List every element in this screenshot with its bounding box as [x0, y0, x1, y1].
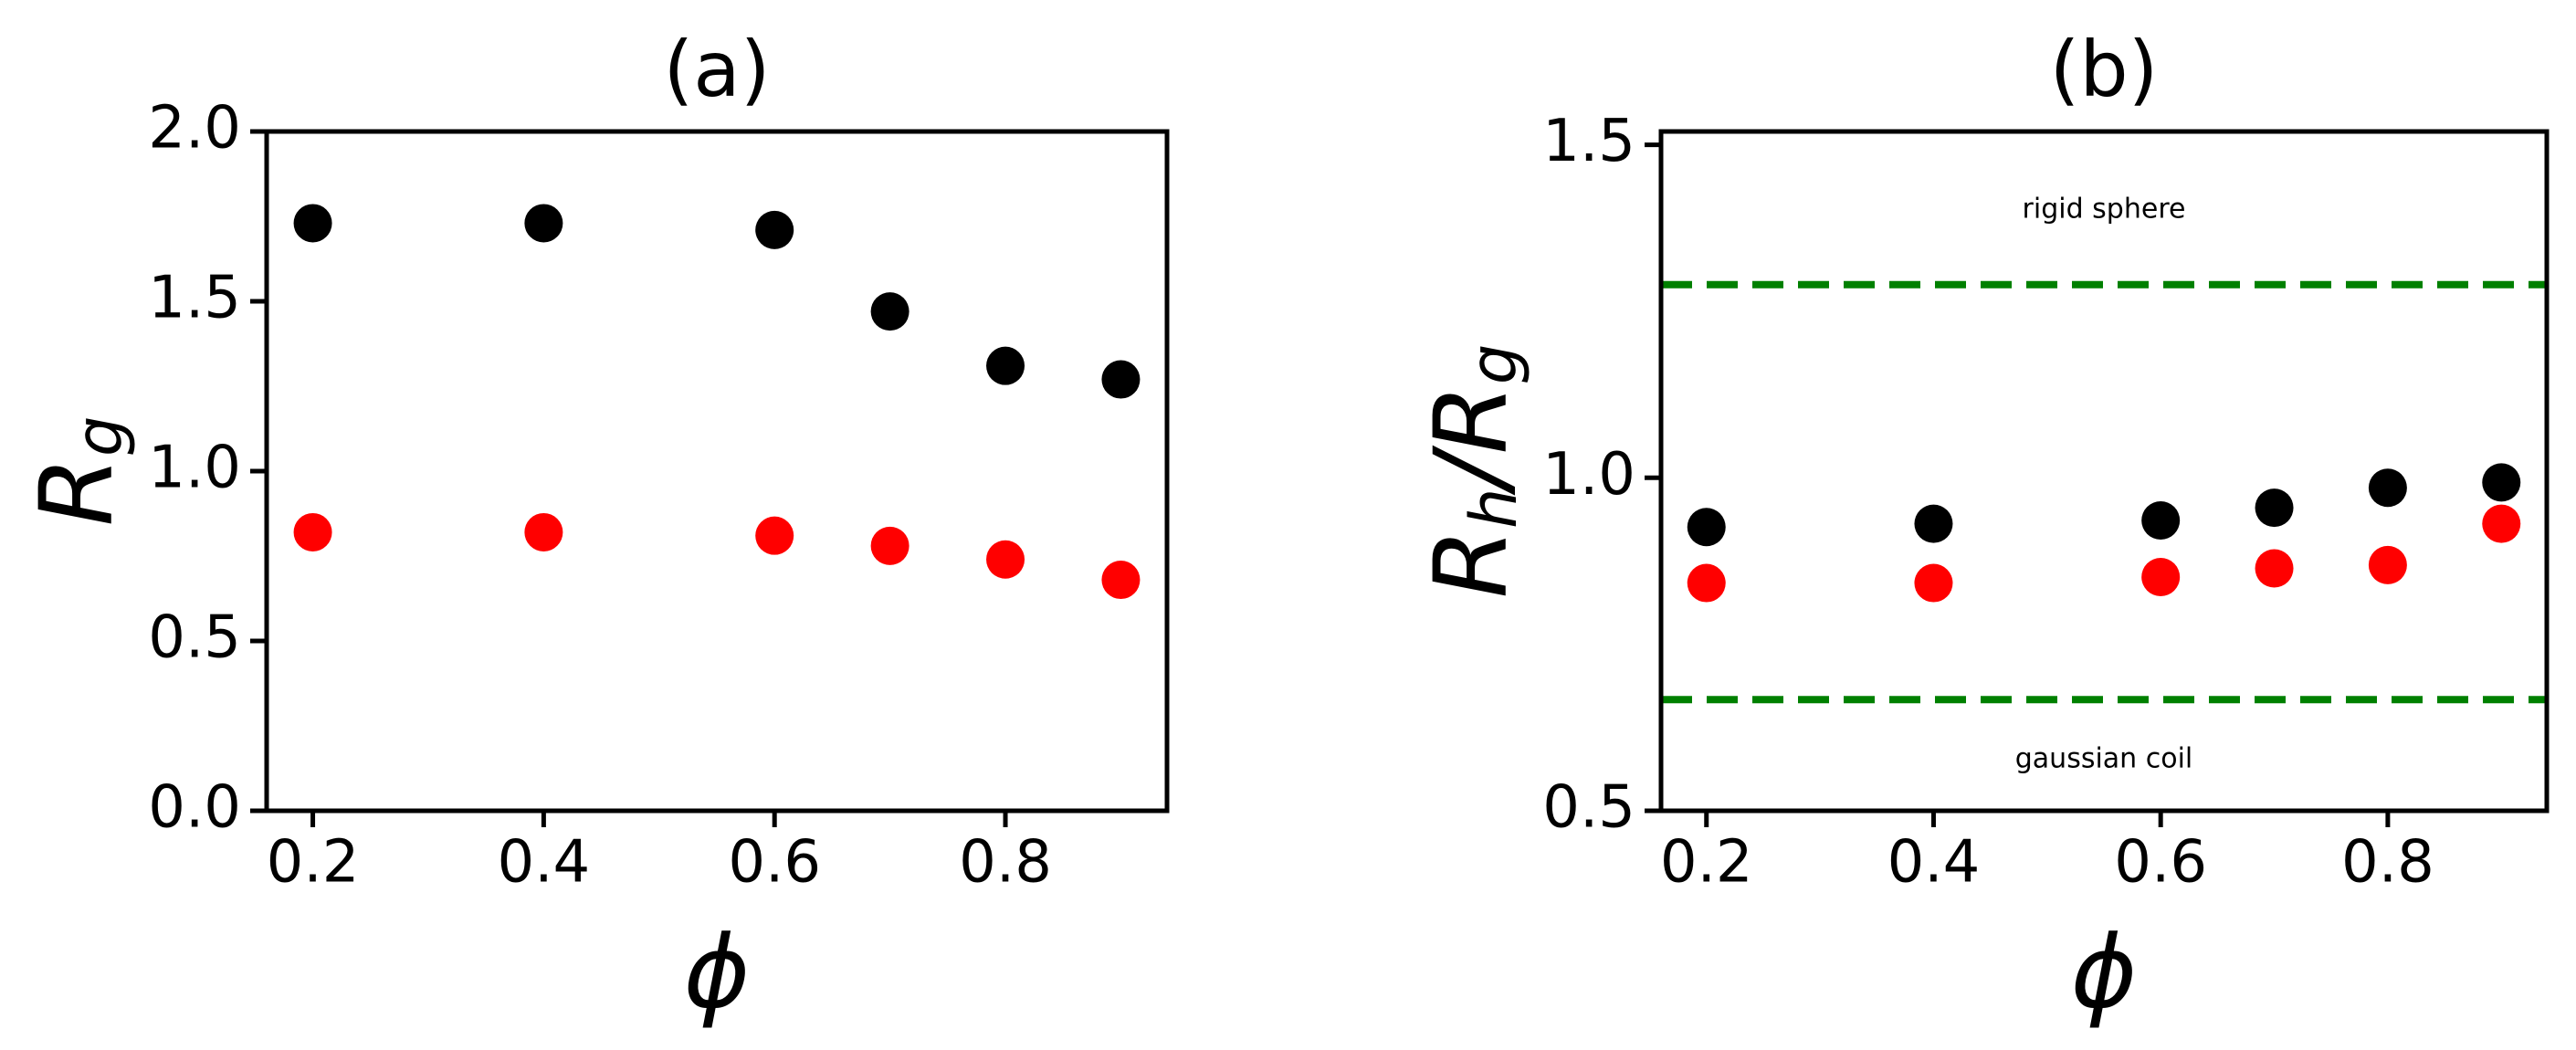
x-tick-label: 0.4: [497, 829, 590, 897]
y-tick-label: 0.5: [148, 604, 241, 672]
data-point: [755, 210, 794, 249]
reference-label: gaussian coil: [2015, 743, 2193, 775]
data-point: [2141, 557, 2181, 596]
data-point: [1101, 360, 1141, 399]
data-point: [2368, 468, 2407, 508]
data-point: [1101, 561, 1141, 600]
x-tick-label: 0.6: [2114, 829, 2207, 897]
y-tick-label: 1.5: [148, 265, 241, 332]
data-point: [524, 512, 563, 551]
data-point: [1914, 563, 1953, 603]
data-point: [2482, 463, 2521, 502]
data-point: [2255, 549, 2294, 588]
y-tick-label: 1.0: [1542, 441, 1635, 509]
y-axis-label-part: g: [62, 416, 137, 457]
plot-frame: [1658, 129, 2550, 814]
data-point: [986, 540, 1025, 579]
data-point: [1687, 563, 1726, 603]
x-axis-label: ϕ: [684, 913, 751, 1030]
y-axis-label: Rg: [18, 416, 137, 527]
y-tick-label: 2.0: [148, 95, 241, 163]
x-tick-label: 0.8: [959, 829, 1052, 897]
y-axis-label-part: h: [1456, 488, 1531, 529]
x-tick-label: 0.6: [728, 829, 821, 897]
plot-frame: [264, 129, 1170, 814]
data-point: [1914, 504, 1953, 543]
x-tick-label: 0.8: [2341, 829, 2434, 897]
data-point: [524, 204, 563, 243]
x-tick-label: 0.2: [267, 829, 360, 897]
data-point: [2368, 545, 2407, 584]
data-point: [870, 292, 909, 331]
data-point: [2482, 504, 2521, 543]
data-point: [293, 204, 332, 243]
chart-title: (a): [663, 25, 770, 114]
y-axis-label-part: /R: [1413, 384, 1530, 497]
reference-label: rigid sphere: [2023, 193, 2186, 225]
data-point: [986, 346, 1025, 385]
data-point: [2255, 488, 2294, 528]
y-axis-label-part: R: [18, 457, 135, 526]
data-point: [2141, 500, 2181, 540]
data-point: [293, 512, 332, 551]
y-axis-label-part: R: [1413, 529, 1530, 598]
x-axis-label: ϕ: [2071, 913, 2138, 1030]
y-tick-label: 0.0: [148, 774, 241, 842]
data-point: [1687, 508, 1726, 547]
chart-title: (b): [2050, 25, 2159, 114]
y-tick-label: 1.5: [1542, 108, 1635, 175]
y-tick-label: 1.0: [148, 435, 241, 502]
x-tick-label: 0.2: [1660, 829, 1753, 897]
data-point: [755, 516, 794, 555]
y-axis-label-part: g: [1456, 344, 1531, 384]
y-axis-label: Rh/Rg: [1413, 344, 1531, 599]
data-point: [870, 526, 909, 565]
y-tick-label: 0.5: [1542, 774, 1635, 842]
x-tick-label: 0.4: [1887, 829, 1981, 897]
